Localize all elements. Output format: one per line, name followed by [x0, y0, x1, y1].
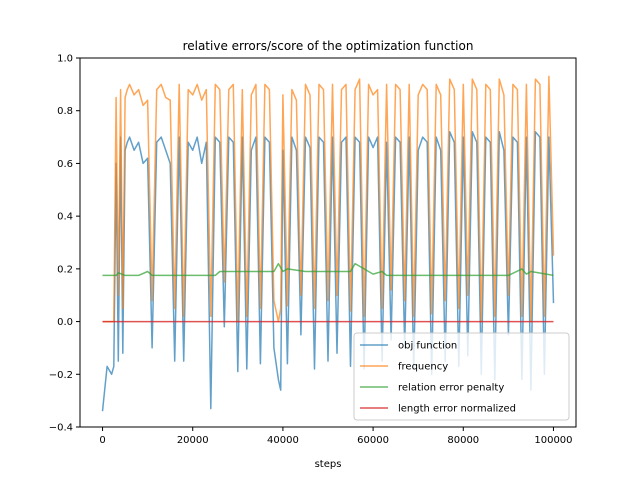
x-axis-title: steps — [315, 459, 342, 470]
x-axis: 0 20000 40000 60000 80000 100000 — [99, 427, 573, 446]
legend-label: relation error penalty — [398, 383, 504, 394]
legend-label: obj function — [398, 341, 457, 352]
legend-box — [353, 332, 570, 421]
legend-items: obj function frequency relation error pena… — [360, 341, 516, 415]
x-tick-label: 60000 — [357, 435, 389, 446]
series-line-frequency — [102, 75, 555, 323]
x-tick-label: 40000 — [267, 435, 299, 446]
x-tick-label: 100000 — [534, 435, 572, 446]
y-tick-label: 1.0 — [57, 54, 73, 65]
series-layer — [101, 75, 555, 412]
y-tick-label: 0.6 — [57, 159, 73, 170]
x-tick-label: 20000 — [177, 435, 209, 446]
y-tick-label: 0.0 — [57, 317, 73, 328]
x-tick-label: 80000 — [447, 435, 479, 446]
series-line-obj-function — [101, 131, 555, 412]
legend-label: length error normalized — [398, 404, 516, 415]
y-tick-label: 0.4 — [57, 212, 73, 223]
y-axis: −0.4 −0.2 0.0 0.2 0.4 0.6 0.8 1.0 — [49, 54, 80, 434]
x-tick-label: 0 — [99, 435, 105, 446]
y-tick-label: 0.8 — [57, 106, 73, 117]
y-tick-label: −0.4 — [49, 423, 73, 434]
plot-frame — [79, 57, 577, 428]
y-tick-label: −0.2 — [49, 370, 73, 381]
plot-area — [79, 57, 577, 428]
chart-title: relative errors/score of the optimizatio… — [183, 39, 474, 53]
legend: obj function frequency relation error pena… — [353, 332, 570, 421]
y-tick-label: 0.2 — [57, 264, 73, 275]
series-line-relation-error-penalty — [102, 262, 554, 277]
legend-label: frequency — [398, 362, 448, 373]
